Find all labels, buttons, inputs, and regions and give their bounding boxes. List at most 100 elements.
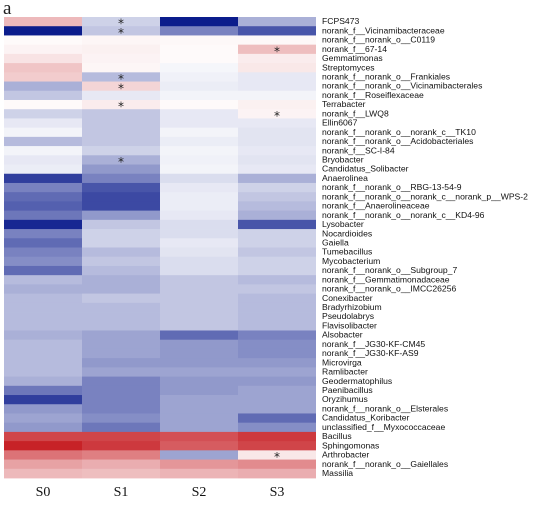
heatmap-cell — [160, 53, 238, 64]
row-label: Mycobacterium — [322, 256, 380, 266]
heatmap-cell — [4, 284, 82, 294]
heatmap-cell — [82, 404, 160, 414]
heatmap-cell — [82, 358, 160, 368]
heatmap-cell — [238, 109, 316, 119]
heatmap-cell — [238, 459, 316, 470]
heatmap-cell — [160, 339, 238, 350]
heatmap-cell — [4, 118, 82, 129]
heatmap-cell — [82, 182, 160, 193]
heatmap-cell — [238, 265, 316, 276]
heatmap-cell — [82, 468, 160, 479]
row-label: Ellin6067 — [322, 118, 358, 128]
heatmap-cell — [238, 321, 316, 331]
heatmap-cell — [82, 44, 160, 55]
row-label: norank_f__norank_o__IMCC26256 — [322, 284, 456, 294]
row-label: norank_f__LWQ8 — [322, 108, 389, 118]
heatmap-cell — [82, 164, 160, 175]
heatmap-cell — [238, 312, 316, 322]
heatmap-cell — [82, 385, 160, 396]
heatmap-cell — [4, 26, 82, 36]
row-label: norank_f__norank_o__Elsterales — [322, 403, 448, 413]
heatmap-cell — [4, 422, 82, 433]
row-label: norank_f__norank_o__Gaiellales — [322, 459, 448, 469]
heatmap-cell — [4, 201, 82, 212]
heatmap-cell — [160, 90, 238, 101]
heatmap-cell — [4, 302, 82, 313]
row-label: Gemmatimonas — [322, 53, 383, 63]
heatmap-cell — [160, 404, 238, 414]
heatmap-cell — [160, 35, 238, 46]
heatmap-cell — [4, 450, 82, 460]
heatmap-cell — [4, 81, 82, 92]
heatmap-cell — [160, 155, 238, 165]
heatmap-cell — [238, 284, 316, 294]
heatmap-cell — [160, 256, 238, 267]
row-label: norank_f__norank_o__Frankiales — [322, 72, 450, 82]
row-label: Bradyrhizobium — [322, 302, 382, 312]
row-label: Nocardioides — [322, 228, 372, 238]
heatmap-cell — [238, 192, 316, 202]
heatmap-cell — [82, 441, 160, 451]
heatmap-cell — [4, 247, 82, 258]
row-label: Alsobacter — [322, 330, 363, 340]
row-label: Candidatus_Solibacter — [322, 164, 409, 174]
heatmap-cell — [4, 90, 82, 101]
heatmap-cell — [82, 192, 160, 202]
heatmap-cell — [4, 385, 82, 396]
significance-marker: * — [118, 72, 124, 86]
heatmap-cell — [4, 275, 82, 285]
row-label: Bryobacter — [322, 154, 364, 164]
heatmap-cell — [160, 229, 238, 239]
row-label: norank_f__norank_o__norank_c__KD4-96 — [322, 210, 485, 220]
significance-marker: * — [274, 109, 280, 123]
heatmap-cell — [160, 312, 238, 322]
heatmap-cell — [4, 312, 82, 322]
heatmap-cell — [4, 358, 82, 368]
row-label: norank_f__Gemmatimonadaceae — [322, 274, 450, 284]
heatmap-cell — [238, 468, 316, 479]
heatmap-cell — [160, 127, 238, 138]
heatmap-cell — [82, 284, 160, 294]
heatmap-cell — [82, 210, 160, 221]
heatmap-cell — [4, 441, 82, 451]
heatmap-cell — [4, 468, 82, 479]
row-label: norank_f__67-14 — [322, 44, 387, 54]
row-label: norank_f__JG30-KF-AS9 — [322, 348, 419, 358]
heatmap-cell — [82, 17, 160, 27]
heatmap-cell — [82, 247, 160, 258]
row-label: norank_f__norank_o__Acidobacteriales — [322, 136, 473, 146]
heatmap-cell — [4, 367, 82, 377]
heatmap-cell — [82, 339, 160, 350]
heatmap-cell — [238, 72, 316, 82]
row-label: norank_f__Roseiflexaceae — [322, 90, 424, 100]
heatmap-cell — [82, 431, 160, 442]
heatmap-cell — [238, 422, 316, 433]
heatmap-cell — [4, 53, 82, 64]
heatmap-cell — [238, 210, 316, 221]
heatmap-cell — [4, 404, 82, 414]
heatmap-cell — [82, 395, 160, 405]
heatmap-cell — [4, 146, 82, 156]
row-label: Ramlibacter — [322, 367, 368, 377]
heatmap-cell — [238, 81, 316, 92]
row-label: norank_f__norank_o__norank_c__norank_p__… — [322, 191, 528, 201]
heatmap-cell — [160, 265, 238, 276]
heatmap-cell — [4, 109, 82, 119]
heatmap-cell — [160, 63, 238, 73]
heatmap-cell — [238, 90, 316, 101]
heatmap-cell — [4, 413, 82, 424]
heatmap-cell — [82, 35, 160, 46]
heatmap-cell — [82, 136, 160, 147]
heatmap-cell — [82, 90, 160, 101]
heatmap-cell — [160, 395, 238, 405]
row-label: Bacillus — [322, 431, 352, 441]
heatmap-cell — [160, 118, 238, 129]
heatmap-cell — [160, 413, 238, 424]
significance-marker: * — [274, 44, 280, 58]
heatmap-cell — [238, 26, 316, 36]
heatmap-cell — [238, 385, 316, 396]
heatmap-cell — [238, 201, 316, 212]
row-label: Lysobacter — [322, 219, 364, 229]
heatmap-cell — [4, 256, 82, 267]
heatmap-cell — [160, 26, 238, 36]
